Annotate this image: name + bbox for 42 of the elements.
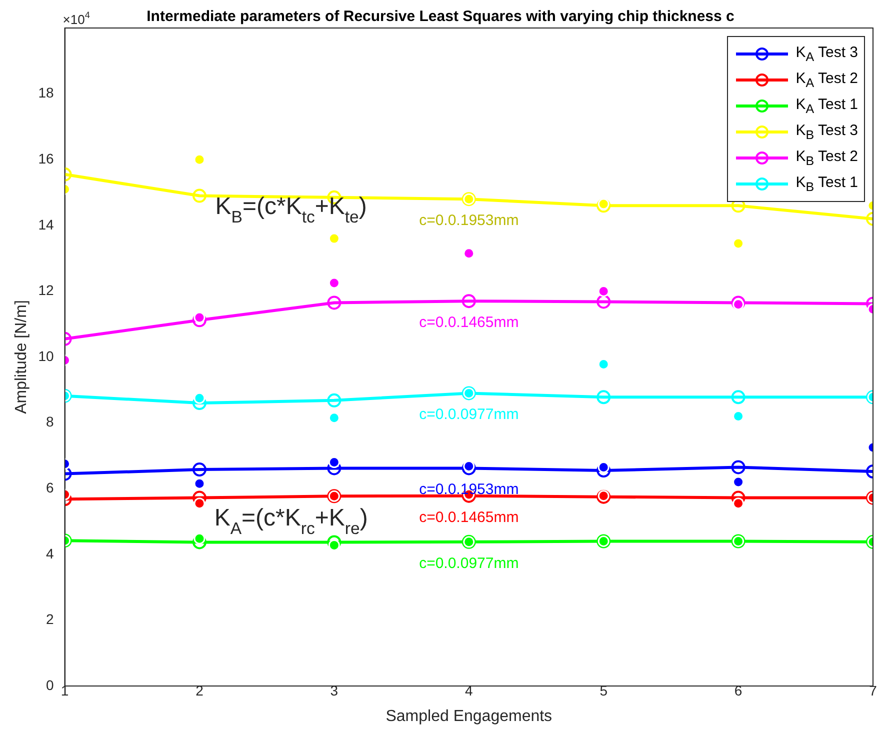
point [598, 198, 610, 210]
legend-label: K$_{B}$ Test 3 [796, 122, 858, 142]
x-axis-title: Sampled Engagements [386, 708, 552, 725]
y-tick-label: 12 [38, 282, 54, 298]
point [462, 294, 476, 308]
legend-label: K$_{B}$ Test 1 [796, 174, 858, 194]
point [596, 198, 611, 213]
point [596, 294, 611, 309]
point [328, 539, 340, 551]
y-tick-label: 16 [38, 150, 54, 166]
y-tick-label: 14 [38, 216, 54, 232]
annotation: c=0.0.1953mm [419, 212, 519, 230]
point [463, 248, 475, 260]
annotation: c=0.0.1465mm [419, 508, 519, 526]
y-tick-label: 6 [46, 479, 54, 496]
point [328, 232, 340, 244]
legend-label: K$_{B}$ Test 2 [796, 148, 858, 168]
y-tick-label: 0 [46, 676, 54, 693]
x-tick-label: 4 [464, 682, 473, 698]
x-tick-label: 1 [60, 682, 69, 698]
point [327, 296, 342, 310]
point [462, 461, 476, 476]
y-axis-title: Amplitude [N/m] [13, 300, 30, 414]
legend-label: K$_{A}$ Test 3 [796, 44, 858, 64]
annotation: c=0.0.1465mm [419, 314, 519, 332]
point [463, 460, 475, 472]
point [328, 412, 340, 424]
annotation: c=0.0.0977mm [419, 554, 519, 572]
legend-label: K$_{A}$ Test 2 [796, 70, 858, 90]
y-tick-label: 2 [46, 611, 54, 628]
point [327, 393, 342, 408]
legend-label: K$_{A}$ Test 1 [796, 96, 858, 116]
point [596, 390, 611, 404]
point [328, 456, 340, 468]
annotation: c=0.0.1953mm [419, 481, 519, 498]
point [328, 277, 340, 289]
y-tick-label: 10 [38, 348, 54, 364]
chart-title: Intermediate parameters of Recursive Least Squares with varying chip thickness c [146, 8, 734, 26]
y-tick-label: 4 [46, 545, 54, 562]
annotation: c=0.0.0977mm [419, 406, 519, 424]
y-tick-label: 18 [38, 84, 54, 101]
y-tick-label: 8 [46, 414, 54, 430]
